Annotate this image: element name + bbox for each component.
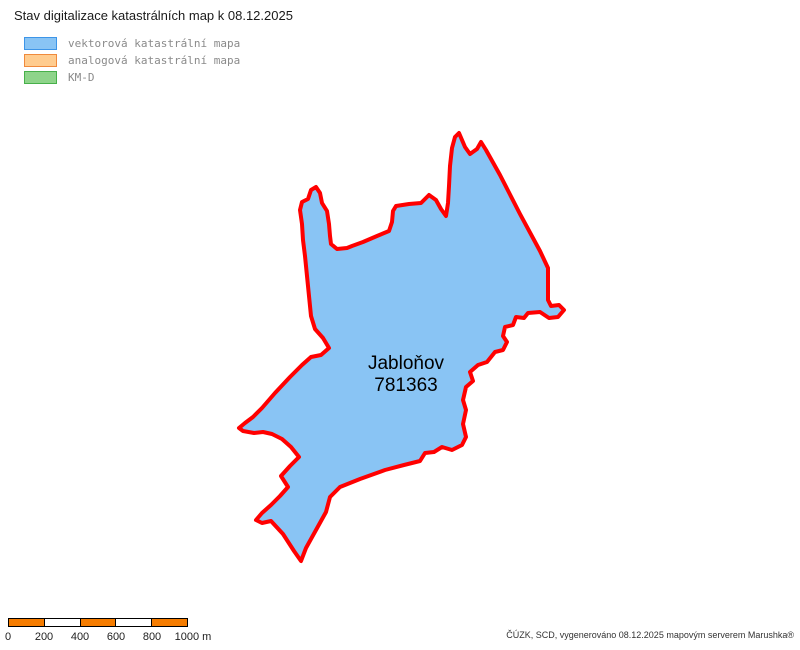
legend-swatch-icon <box>24 54 57 67</box>
legend-item-label: vektorová katastrální mapa <box>68 37 241 50</box>
feature-name: Jabloňov <box>367 353 445 374</box>
legend-item-analogova: analogová katastrální mapa <box>24 52 240 69</box>
scale-bar-tick-label: 1000 m <box>174 631 212 643</box>
cadastral-area-polygon <box>237 131 566 563</box>
legend-item-label: KM-D <box>68 71 95 84</box>
legend-swatch-icon <box>24 71 57 84</box>
scale-bar-ticks: 0 200 400 600 800 1000 m <box>4 630 211 644</box>
scale-bar-tick-label: 800 <box>142 631 162 643</box>
legend-swatch-icon <box>24 37 57 50</box>
feature-label: Jabloňov 781363 <box>311 353 501 397</box>
scale-bar-tick-label: 200 <box>34 631 54 643</box>
page-title: Stav digitalizace katastrálních map k 08… <box>14 8 293 23</box>
legend-item-label: analogová katastrální mapa <box>68 54 241 67</box>
scale-bar: 0 200 400 600 800 1000 m <box>4 618 211 644</box>
scale-bar-segment <box>9 619 44 626</box>
scale-bar-segment <box>115 619 152 626</box>
scale-bar-segment <box>43 619 80 626</box>
scale-bar-segment <box>79 619 116 626</box>
scale-bar-track <box>8 618 188 627</box>
map-legend: vektorová katastrální mapa analogová kat… <box>24 35 240 86</box>
attribution-credit: ČÚZK, SCD, vygenerováno 08.12.2025 mapov… <box>506 630 794 640</box>
feature-code: 781363 <box>374 375 438 396</box>
scale-bar-tick-label: 600 <box>106 631 126 643</box>
scale-bar-segment <box>151 619 187 626</box>
scale-bar-tick-label: 400 <box>70 631 90 643</box>
legend-item-kmd: KM-D <box>24 69 240 86</box>
scale-bar-tick-label: 0 <box>4 631 12 643</box>
legend-item-vektorova: vektorová katastrální mapa <box>24 35 240 52</box>
